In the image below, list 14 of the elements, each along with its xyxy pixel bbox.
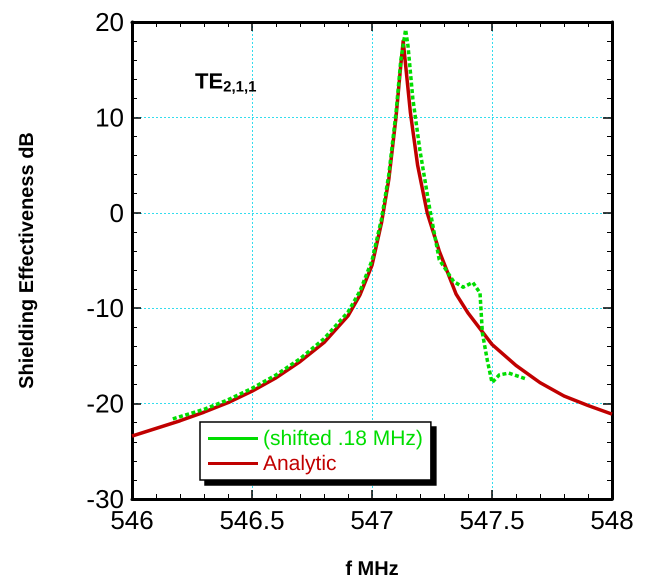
legend-label: (shifted .18 MHz) xyxy=(263,427,423,450)
x-tick-label: 547 xyxy=(350,505,394,535)
y-axis-title: Shielding Effectiveness dB xyxy=(16,132,38,389)
y-tick-label: -20 xyxy=(86,388,124,419)
y-tick-label: 0 xyxy=(110,198,124,228)
line-series xyxy=(171,28,528,421)
x-tick-label: 546.5 xyxy=(219,505,285,535)
x-tick-label: 547.5 xyxy=(459,505,525,535)
legend-label: Analytic xyxy=(263,452,337,475)
x-axis-title: f MHz xyxy=(345,558,399,580)
x-tick-label: 548 xyxy=(590,505,634,535)
y-tick-label: -10 xyxy=(86,293,124,324)
y-tick-label: 10 xyxy=(95,102,124,132)
y-tick-label: 20 xyxy=(95,7,124,37)
